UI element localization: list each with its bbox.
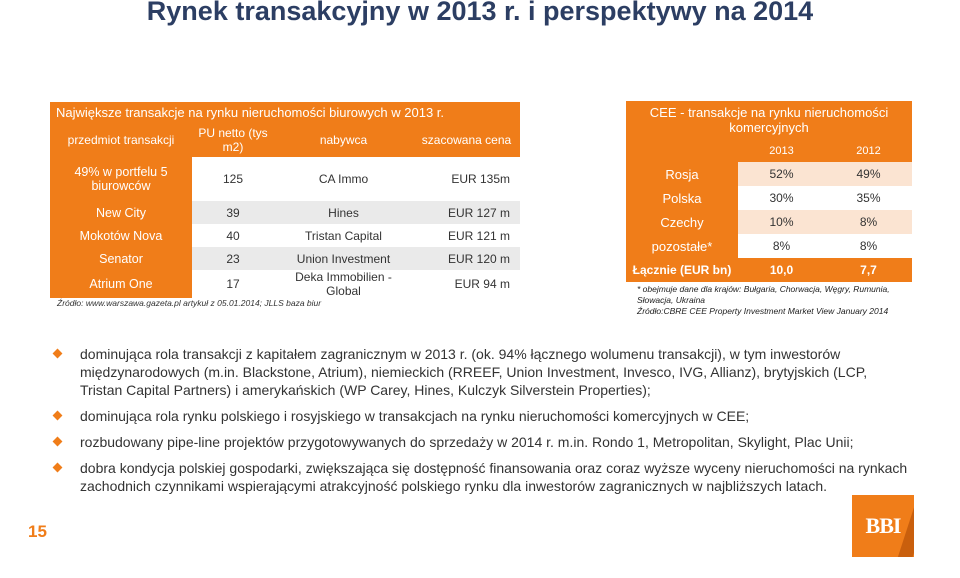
bullet-text: dominująca rola rynku polskiego i rosyjs… (80, 408, 750, 424)
column-header: przedmiot transakcji (50, 122, 192, 157)
value-2012-cell: 8% (824, 210, 912, 234)
year-header: 2012 (824, 139, 912, 162)
area-cell: 40 (226, 228, 240, 243)
country-cell: Polska (626, 186, 738, 210)
subject-cell: Mokotów Nova (50, 224, 192, 247)
page-number: 15 (28, 522, 47, 541)
list-item: dominująca rola rynku polskiego i rosyjs… (52, 407, 909, 425)
total-row: Łącznie (EUR bn) 10,0 7,7 (626, 258, 912, 282)
buyer-cell: Union Investment (274, 247, 413, 270)
value-2013-cell: 52% (738, 162, 825, 186)
price-cell: EUR 94 m (454, 277, 510, 291)
country-cell: pozostałe* (626, 234, 738, 258)
logo-text: BBI (865, 513, 902, 538)
value-2012-cell: 8% (859, 239, 878, 253)
country-cell: Rosja (626, 162, 738, 186)
subject-cell: New City (50, 201, 192, 224)
column-header: nabywca (274, 122, 413, 157)
bullet-text: dominująca rola transakcji z kapitałem z… (80, 346, 868, 398)
diamond-bullet-icon (52, 462, 63, 473)
list-item: rozbudowany pipe-line projektów przygoto… (52, 433, 909, 451)
largest-transactions-table: Największe transakcje na rynku nieruchom… (50, 102, 520, 298)
value-2013-cell: 10% (738, 210, 825, 234)
bullet-list: dominująca rola transakcji z kapitałem z… (52, 345, 909, 503)
table-row: pozostałe* 8% 8% (626, 234, 912, 258)
subject-cell: Senator (50, 247, 192, 270)
source-note: Źródło: www.warszawa.gazeta.pl artykuł z… (57, 298, 322, 308)
table-row: Polska 30% 35% (626, 186, 912, 210)
area-cell: 39 (192, 201, 274, 224)
value-2012-cell: 35% (856, 191, 881, 205)
area-cell: 23 (192, 247, 274, 270)
value-2013-cell: 30% (769, 191, 794, 205)
subject-cell: 49% w portfelu 5 biurowców (50, 157, 192, 201)
country-cell: Czechy (626, 210, 738, 234)
table-row: Rosja 52% 49% (626, 162, 912, 186)
total-2012-cell: 7,7 (824, 258, 912, 282)
column-header: szacowana cena (413, 122, 520, 157)
bbi-logo: BBI (852, 495, 914, 557)
source-note: Źródło:CBRE CEE Property Investment Mark… (637, 306, 889, 316)
cee-transactions-table: CEE - transakcje na rynku nieruchomości … (626, 101, 912, 282)
diamond-bullet-icon (52, 436, 63, 447)
area-cell: 17 (226, 277, 240, 291)
price-cell: EUR 127 m (413, 201, 520, 224)
footnote: * obejmuje dane dla krajów: Bułgaria, Ch… (637, 284, 917, 317)
price-cell: EUR 121 m (447, 228, 510, 243)
column-header: PU netto (tys m2) (192, 122, 274, 157)
table-row: Czechy 10% 8% (626, 210, 912, 234)
value-2012-cell: 49% (824, 162, 912, 186)
table-caption: Największe transakcje na rynku nieruchom… (50, 102, 520, 122)
year-header: 2013 (738, 139, 825, 162)
buyer-cell: CA Immo (318, 172, 369, 186)
diamond-bullet-icon (52, 410, 63, 421)
list-item: dominująca rola transakcji z kapitałem z… (52, 345, 909, 399)
buyer-cell: Deka Immobilien - Global (295, 270, 392, 298)
bullet-text: dobra kondycja polskiej gospodarki, zwię… (80, 460, 908, 494)
table-caption: CEE - transakcje na rynku nieruchomości … (626, 101, 912, 139)
price-cell: EUR 120 m (413, 247, 520, 270)
table-row: 49% w portfelu 5 biurowców 125 CA Immo E… (50, 157, 520, 201)
page-title: Rynek transakcyjny w 2013 r. i perspekty… (146, 0, 814, 26)
total-2013-cell: 10,0 (738, 258, 825, 282)
table-row: New City 39 Hines EUR 127 m (50, 201, 520, 224)
buyer-cell: Tristan Capital (305, 228, 382, 243)
area-cell: 125 (222, 172, 244, 186)
total-label: Łącznie (EUR bn) (626, 258, 738, 282)
value-2013-cell: 8% (772, 239, 791, 253)
buyer-cell: Hines (274, 201, 413, 224)
list-item: dobra kondycja polskiej gospodarki, zwię… (52, 459, 909, 495)
subject-cell: Atrium One (50, 270, 192, 298)
price-cell: EUR 135m (451, 172, 510, 186)
countries-note: * obejmuje dane dla krajów: Bułgaria, Ch… (637, 284, 890, 305)
diamond-bullet-icon (52, 348, 63, 359)
table-row: Senator 23 Union Investment EUR 120 m (50, 247, 520, 270)
table-row: Mokotów Nova 40 Tristan Capital EUR 121 … (50, 224, 520, 247)
table-row: Atrium One 17 Deka Immobilien - Global E… (50, 270, 520, 298)
bullet-text: rozbudowany pipe-line projektów przygoto… (80, 434, 854, 450)
